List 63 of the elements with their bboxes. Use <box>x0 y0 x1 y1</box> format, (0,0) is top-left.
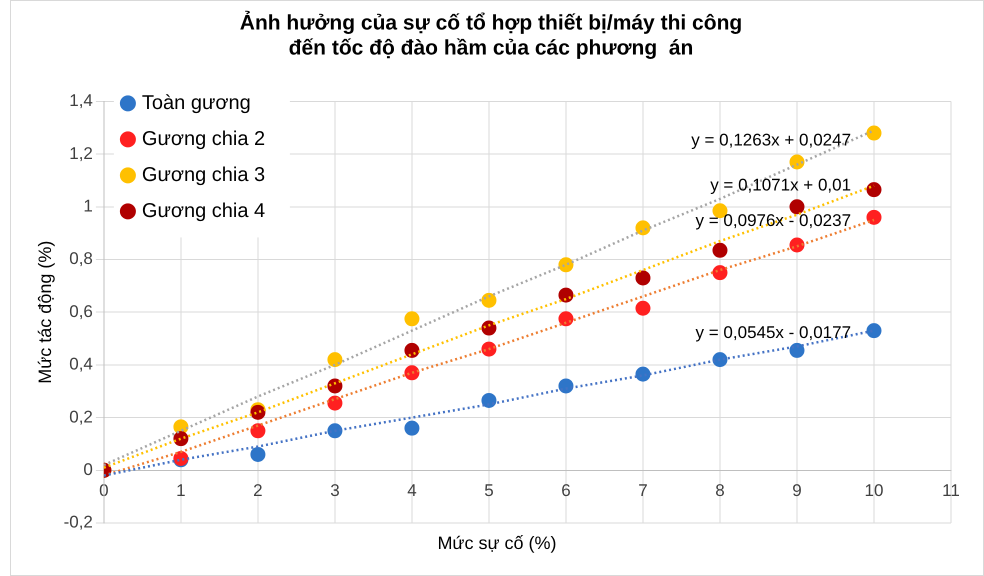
point <box>404 365 420 380</box>
point <box>481 292 496 308</box>
chart-title: Ảnh hưởng của sự cố tổ hợp thiết bị/máy thi công đến tốc độ đào hầm của các phương án <box>240 10 742 60</box>
x-tick-label: 10 <box>864 481 884 500</box>
x-tick-label: 2 <box>253 481 263 500</box>
point <box>866 126 882 141</box>
y-axis-title: Mức tác động (%) <box>34 240 55 384</box>
legend-label: Gương chia 3 <box>142 164 266 186</box>
x-tick-label: 8 <box>715 481 725 500</box>
point <box>789 342 804 358</box>
x-tick-label: 1 <box>176 481 186 500</box>
point <box>558 378 574 394</box>
point <box>635 270 650 286</box>
x-tick-label: 7 <box>638 481 648 500</box>
point <box>789 199 804 214</box>
point <box>250 446 266 462</box>
x-tick-label: 6 <box>561 481 571 500</box>
y-tick-label: 0 <box>83 460 93 479</box>
x-axis-title: Mức sự cố (%) <box>436 533 558 554</box>
y-tick-label: 0,4 <box>69 354 93 374</box>
point <box>635 300 650 316</box>
y-tick-label: 1 <box>83 196 93 216</box>
legend-label: Toàn gương <box>142 92 251 114</box>
x-tick-label: 4 <box>407 481 417 500</box>
x-tick-label: 9 <box>792 481 802 500</box>
point <box>250 423 266 438</box>
point <box>789 238 804 253</box>
x-tick-label: 3 <box>330 481 340 500</box>
y-tick-label: -0,2 <box>64 512 93 532</box>
point <box>327 352 342 368</box>
point <box>712 242 728 258</box>
point <box>404 311 420 326</box>
point <box>558 257 574 272</box>
point <box>635 366 650 382</box>
annotation: y = 0,0545x - 0,0177 <box>696 322 852 342</box>
legend-label: Gương chia 2 <box>142 128 266 150</box>
point <box>481 392 496 408</box>
legend-label: Gương chia 4 <box>142 200 266 222</box>
point <box>789 154 804 170</box>
point <box>558 288 574 303</box>
y-tick-label: 1,4 <box>69 91 93 110</box>
x-tick-label: 5 <box>484 481 494 500</box>
y-tick-label: 0,2 <box>69 407 93 426</box>
point <box>327 378 342 394</box>
point <box>481 342 496 357</box>
point <box>635 220 650 236</box>
point <box>404 420 420 436</box>
point <box>481 320 496 336</box>
x-tick-label: 11 <box>942 481 960 500</box>
point <box>866 182 882 198</box>
point <box>327 396 342 411</box>
point <box>712 352 728 368</box>
y-tick-label: 0,8 <box>69 249 93 268</box>
annotation: y = 0,1071x + 0,01 <box>710 175 852 194</box>
point <box>558 311 574 326</box>
y-tick-label: 1,2 <box>69 144 93 163</box>
annotation: y = 0,1263x + 0,0247 <box>691 130 852 150</box>
annotation: y = 0,0976x - 0,0237 <box>696 211 852 230</box>
point <box>712 265 728 280</box>
point <box>866 323 882 338</box>
point <box>866 210 882 225</box>
point <box>404 342 420 358</box>
y-tick-label: 0,6 <box>69 302 93 321</box>
